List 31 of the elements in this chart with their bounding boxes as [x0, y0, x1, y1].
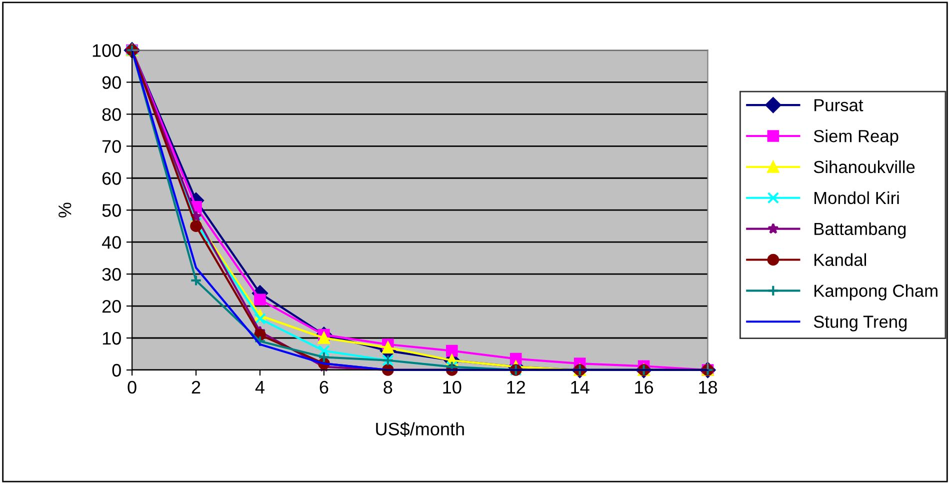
x-tick-label: 8	[384, 380, 392, 394]
legend-label: Mondol Kiri	[814, 191, 899, 204]
x-axis-title: US$/month	[376, 422, 464, 437]
y-tick-label: 100	[92, 44, 121, 57]
y-tick-label: 50	[102, 204, 121, 217]
legend-label: Pursat	[814, 99, 864, 112]
y-tick-label: 90	[102, 76, 121, 89]
x-tick-label: 4	[255, 381, 264, 394]
x-tick-label: 14	[571, 381, 590, 394]
y-tick-label: 20	[102, 300, 121, 313]
x-tick-label: 10	[443, 380, 462, 394]
y-tick-label: 60	[102, 172, 121, 185]
legend-label: Kandal	[814, 253, 866, 266]
x-tick-label: 12	[507, 380, 525, 394]
legend-label: Stung Treng	[814, 316, 907, 332]
x-tick-label: 0	[128, 380, 136, 394]
legend-label: Siem Reap	[814, 129, 898, 146]
y-tick-label: 30	[102, 268, 121, 281]
y-tick-label: 80	[102, 108, 121, 121]
legend-label: Battambang	[814, 222, 906, 238]
y-axis-title: %	[58, 202, 72, 218]
x-tick-label: 18	[699, 380, 718, 394]
y-tick-label: 0	[112, 364, 121, 377]
y-tick-label: 70	[102, 140, 121, 153]
x-tick-label: 2	[192, 380, 200, 394]
legend-label: Sihanoukville	[814, 160, 915, 174]
y-tick-label: 10	[102, 332, 121, 345]
y-tick-label: 40	[102, 236, 121, 249]
x-tick-label: 16	[635, 380, 654, 394]
legend-label: Kampong Cham	[814, 284, 938, 300]
x-tick-label: 6	[320, 380, 328, 394]
